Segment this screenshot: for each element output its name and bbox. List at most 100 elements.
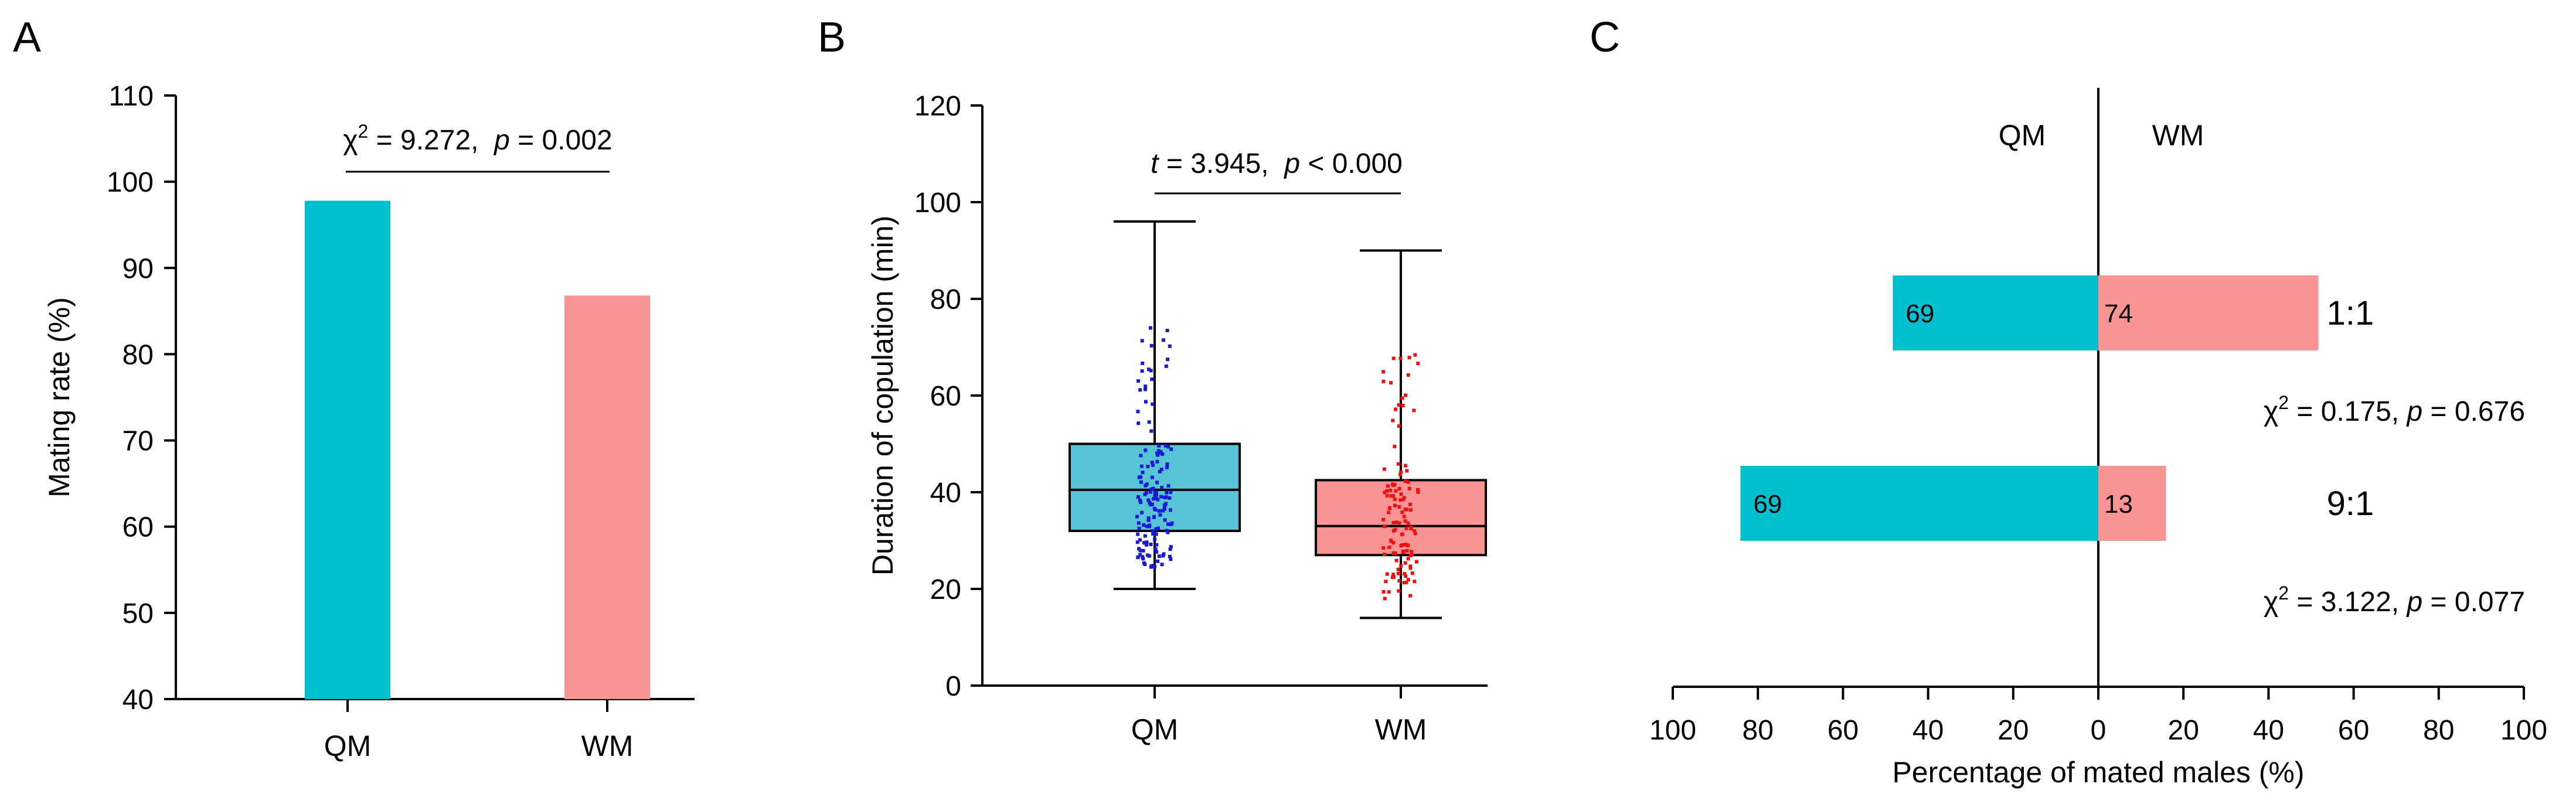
b-point-wm bbox=[1385, 489, 1389, 493]
b-point-qm bbox=[1138, 498, 1142, 502]
c-bar-label-wm: 74 bbox=[2104, 299, 2133, 328]
b-point-wm bbox=[1410, 571, 1414, 575]
b-point-wm bbox=[1396, 567, 1400, 571]
b-point-wm bbox=[1408, 594, 1413, 598]
b-point-wm bbox=[1381, 370, 1386, 374]
b-point-wm bbox=[1387, 545, 1391, 549]
b-point-wm bbox=[1391, 573, 1396, 577]
b-point-qm bbox=[1148, 524, 1152, 529]
b-point-wm bbox=[1414, 560, 1418, 564]
b-point-qm bbox=[1158, 513, 1162, 517]
b-point-qm bbox=[1169, 557, 1173, 561]
b-point-qm bbox=[1148, 554, 1152, 558]
b-point-wm bbox=[1391, 418, 1395, 422]
b-point-qm bbox=[1165, 465, 1169, 469]
b-point-qm bbox=[1149, 565, 1153, 569]
b-point-wm bbox=[1408, 502, 1412, 506]
b-point-qm bbox=[1140, 339, 1144, 343]
b-point-qm bbox=[1148, 500, 1152, 505]
b-point-qm bbox=[1145, 543, 1149, 547]
b-point-qm bbox=[1168, 508, 1172, 512]
b-point-qm bbox=[1145, 553, 1149, 557]
b-point-qm bbox=[1165, 462, 1169, 466]
b-point-qm bbox=[1140, 510, 1144, 514]
c-bar-qm bbox=[1740, 466, 2098, 541]
b-point-qm bbox=[1151, 486, 1155, 490]
b-point-qm bbox=[1141, 555, 1145, 559]
b-point-qm bbox=[1152, 497, 1156, 501]
a-ytick-label: 80 bbox=[122, 339, 154, 370]
b-point-qm bbox=[1138, 553, 1142, 557]
b-point-qm bbox=[1136, 532, 1140, 536]
b-point-qm bbox=[1147, 367, 1151, 372]
c-bar-label-wm: 13 bbox=[2104, 490, 2133, 519]
b-point-qm bbox=[1152, 515, 1156, 519]
b-point-qm bbox=[1143, 534, 1147, 538]
b-point-wm bbox=[1391, 520, 1396, 524]
b-point-wm bbox=[1391, 541, 1396, 545]
b-point-qm bbox=[1144, 384, 1148, 389]
a-bar-wm bbox=[564, 295, 650, 699]
b-point-qm bbox=[1154, 496, 1158, 500]
b-point-wm bbox=[1401, 549, 1405, 553]
b-point-qm bbox=[1142, 541, 1146, 545]
b-point-qm bbox=[1169, 447, 1173, 451]
b-point-qm bbox=[1168, 344, 1172, 348]
b-point-qm bbox=[1137, 526, 1141, 530]
b-point-wm bbox=[1403, 479, 1407, 483]
b-ytick-label: 80 bbox=[930, 284, 961, 315]
b-point-wm bbox=[1408, 564, 1413, 568]
b-point-qm bbox=[1149, 343, 1153, 347]
b-point-qm bbox=[1135, 540, 1139, 544]
b-xlabel-wm: WM bbox=[1375, 713, 1427, 746]
b-point-wm bbox=[1382, 553, 1386, 557]
b-point-qm bbox=[1157, 449, 1161, 453]
b-point-wm bbox=[1404, 507, 1408, 512]
b-point-qm bbox=[1136, 521, 1141, 525]
b-point-wm bbox=[1409, 527, 1413, 531]
b-point-qm bbox=[1148, 326, 1152, 330]
panel-label-b: B bbox=[818, 14, 846, 61]
c-xtick-label: 0 bbox=[2091, 715, 2107, 746]
b-point-wm bbox=[1394, 558, 1398, 563]
b-point-wm bbox=[1399, 564, 1403, 568]
b-point-wm bbox=[1382, 467, 1386, 471]
b-point-qm bbox=[1153, 537, 1157, 541]
b-point-wm bbox=[1397, 486, 1401, 490]
c-bar-wm bbox=[2098, 466, 2166, 541]
c-xlabel: Percentage of mated males (%) bbox=[1892, 756, 2304, 789]
b-point-wm bbox=[1412, 408, 1416, 413]
b-point-qm bbox=[1142, 523, 1146, 527]
b-point-qm bbox=[1135, 514, 1139, 519]
b-point-wm bbox=[1396, 462, 1400, 466]
b-point-qm bbox=[1168, 547, 1172, 551]
b-point-qm bbox=[1155, 481, 1159, 485]
c-ratio-label: 9:1 bbox=[2327, 485, 2374, 523]
b-point-qm bbox=[1161, 452, 1165, 456]
b-point-wm bbox=[1398, 472, 1403, 476]
b-point-qm bbox=[1136, 410, 1140, 414]
b-point-wm bbox=[1393, 503, 1397, 507]
b-point-qm bbox=[1166, 445, 1170, 449]
b-point-qm bbox=[1151, 529, 1155, 533]
b-point-wm bbox=[1399, 492, 1403, 496]
b-point-qm bbox=[1151, 463, 1155, 467]
c-bar-label-qm: 69 bbox=[1905, 299, 1934, 328]
panel-label-a: A bbox=[13, 14, 41, 61]
b-point-qm bbox=[1156, 559, 1160, 563]
a-ylabel: Mating rate (%) bbox=[43, 297, 76, 497]
b-point-qm bbox=[1162, 338, 1166, 342]
b-ytick-label: 100 bbox=[914, 188, 961, 219]
b-point-qm bbox=[1154, 527, 1158, 531]
b-point-qm bbox=[1136, 421, 1141, 425]
b-point-qm bbox=[1140, 369, 1144, 373]
b-point-qm bbox=[1157, 444, 1161, 448]
c-legend-wm: WM bbox=[2152, 119, 2204, 152]
b-point-wm bbox=[1381, 379, 1386, 383]
b-point-qm bbox=[1159, 450, 1163, 454]
b-point-qm bbox=[1136, 379, 1141, 383]
c-xtick-label: 20 bbox=[1997, 715, 2029, 746]
b-point-qm bbox=[1146, 516, 1151, 520]
b-point-wm bbox=[1401, 403, 1405, 407]
a-xlabel-qm: QM bbox=[324, 730, 372, 762]
